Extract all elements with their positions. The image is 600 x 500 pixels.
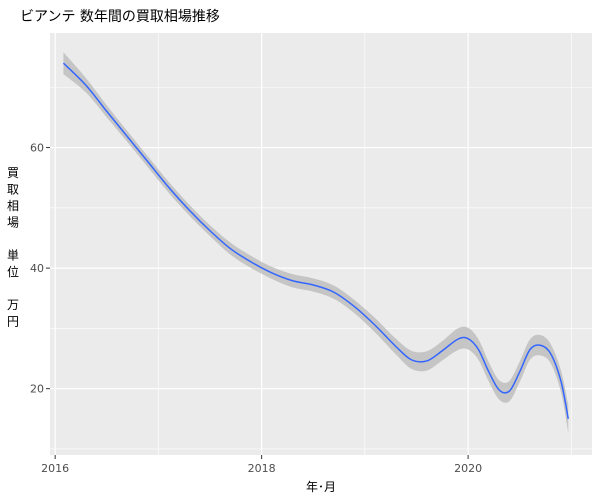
y-axis-title-char: 相: [7, 199, 19, 213]
x-axis-title: 年･月: [306, 480, 336, 494]
y-axis-title-char: 位: [7, 264, 19, 279]
x-tick-label: 2018: [248, 462, 276, 475]
y-axis-title-char: 円: [7, 315, 19, 329]
chart-title: ビアンテ 数年間の買取相場推移: [20, 9, 220, 25]
minor-gridlines: [50, 33, 592, 455]
y-tick-label: 20: [30, 383, 44, 396]
y-tick-label: 40: [30, 262, 44, 275]
y-axis: 20 40 60: [30, 142, 50, 396]
x-tick-label: 2016: [41, 462, 69, 475]
trend-line: [62, 62, 569, 419]
y-tick-label: 60: [30, 142, 44, 155]
y-axis-title-char: 取: [7, 183, 19, 197]
y-axis-title-char: 万: [7, 298, 19, 312]
x-axis: 2016 2018 2020: [41, 455, 482, 475]
x-tick-label: 2020: [454, 462, 482, 475]
y-axis-title-char: 場: [7, 216, 19, 230]
y-axis-title-char: 買: [7, 166, 19, 180]
y-axis-title-char: 単: [7, 249, 19, 263]
